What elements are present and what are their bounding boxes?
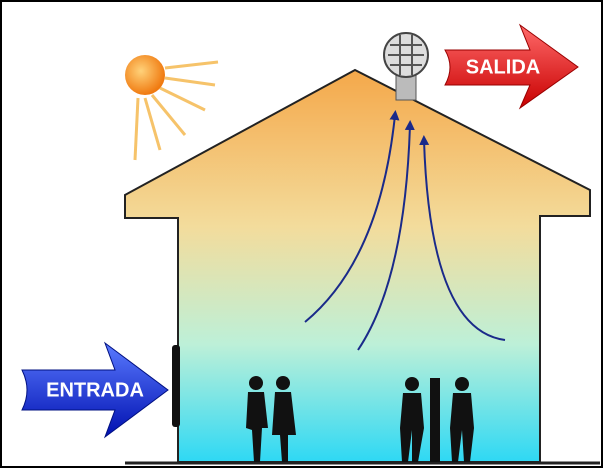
entrance-label: ENTRADA: [46, 379, 144, 401]
door: [172, 345, 180, 427]
illustration: SALIDA ENTRADA: [0, 0, 603, 468]
exit-label: SALIDA: [466, 56, 540, 78]
